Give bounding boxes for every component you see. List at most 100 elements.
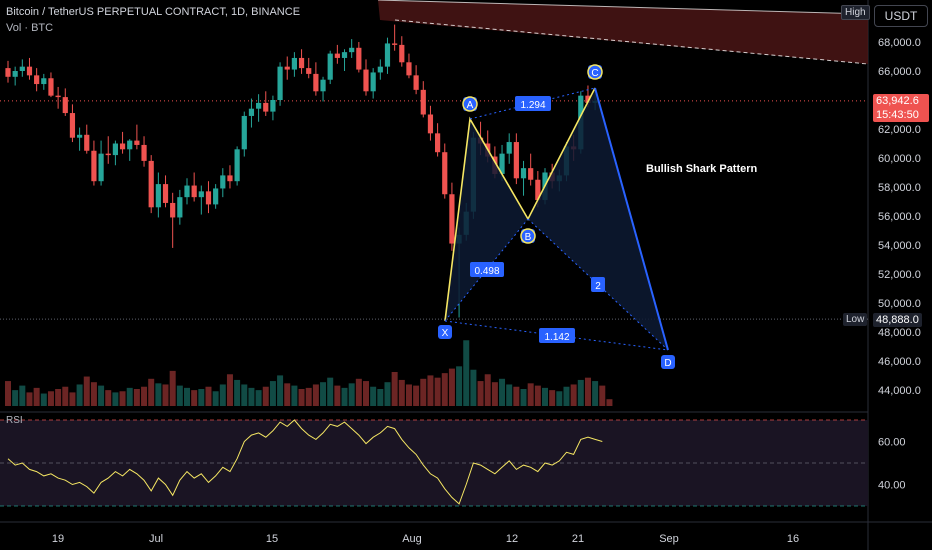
pattern-point-d-label: D [664,358,671,369]
candle-body [19,66,25,71]
volume-bar [556,391,563,406]
candle-body [384,43,391,67]
volume-bar [12,390,19,406]
volume-bar [126,387,133,406]
price-pane [0,0,868,412]
volume-bar [26,392,33,406]
volume-bar [219,384,226,406]
volume-label: Vol · BTC [6,22,54,34]
time-tick-label: Jul [149,533,163,545]
volume-bar [184,387,190,406]
candle-body [55,95,61,98]
candle-body [91,150,97,182]
candle-body [234,149,240,182]
volume-bar [563,386,570,406]
volume-bar [484,374,491,406]
candle-body [520,168,527,179]
volume-bar [520,389,527,406]
volume-bar [298,389,305,406]
rsi-label: RSI [6,415,23,426]
time-tick-label: Sep [659,533,679,545]
pattern-ratio-label: 1.294 [520,100,545,111]
pattern-ratio-label: 1.142 [544,332,569,343]
volume-bar [191,390,198,406]
candle-body [399,44,405,63]
pattern-point-a-box [463,97,477,111]
pattern-point-c-ring [587,64,603,80]
chart-title: Bitcoin / TetherUS PERPETUAL CONTRACT, 1… [6,6,301,18]
candle-body [84,134,90,151]
volume-bar [527,383,534,406]
price-tick-label: 58,000.0 [878,182,921,194]
volume-bar [205,386,212,406]
pattern-point-c-box [588,65,602,79]
candle-body [98,153,104,182]
volume-bar [248,387,255,406]
volume-bar [370,386,377,406]
volume-bar [456,366,463,406]
volume-bar [305,387,312,406]
candle-body [205,191,212,205]
candle-body [313,73,319,92]
volume-bar [19,385,26,406]
price-tick-label: 62,000.0 [878,124,921,136]
pattern-ratio-box [470,262,504,277]
volume-bar [434,377,441,406]
candle-body [162,184,169,203]
volume-bar [291,385,298,406]
candle-body [77,134,83,138]
candle-body [241,115,247,150]
volume-bar [334,385,341,406]
volume-bar [513,386,520,406]
price-tick-label: 48,000.0 [878,327,921,339]
pattern-ratio-box [515,96,551,111]
volume-bar [405,384,412,406]
volume-bar [384,382,391,406]
candle-body [191,185,197,198]
volume-bar [420,378,427,406]
price-tick-label: 44,000.0 [878,385,921,397]
pattern-point-b-label: B [525,232,532,243]
volume-bar [327,377,334,406]
volume-bar [463,340,470,406]
last-price-tag: 63,942.6 [873,94,929,108]
candle-body [41,78,47,85]
volume-bar [312,384,319,406]
candle-body [499,153,505,174]
candle-body [506,142,512,154]
rsi-tick-label: 60.00 [878,437,906,449]
pattern-ratio-label: 0.498 [474,266,499,277]
pattern-ratio-label: 2 [595,281,601,292]
candle-body [127,140,133,150]
candle-body [306,68,312,74]
currency-button[interactable]: USDT [874,5,928,27]
candle-body [334,53,340,58]
volume-bar [377,389,384,406]
candle-body [220,175,226,189]
volume-bar [269,381,276,406]
price-tick-label: 46,000.0 [878,356,921,368]
candle-body [170,202,176,218]
countdown-tag: 15:43:50 [873,108,929,122]
volume-bar [491,382,498,406]
high-tag: High [841,5,870,20]
volume-bar [592,381,599,406]
volume-bar [119,391,126,406]
pattern-xab-fill [445,119,528,321]
time-tick-label: 19 [52,533,64,545]
candle-body [34,75,40,85]
candle-body [112,143,118,156]
candle-body [513,142,519,179]
pattern-ratio-box [539,328,575,343]
candle-body [427,114,434,134]
volume-bar [577,379,584,406]
candle-body [341,52,348,58]
volume-bar [255,390,262,406]
price-tick-label: 66,000.0 [878,66,921,78]
pattern-point-a-label: A [467,100,474,111]
price-tick-label: 50,000.0 [878,298,921,310]
candle-body [48,78,54,96]
candle-body [413,75,419,90]
volume-bar [549,390,556,406]
